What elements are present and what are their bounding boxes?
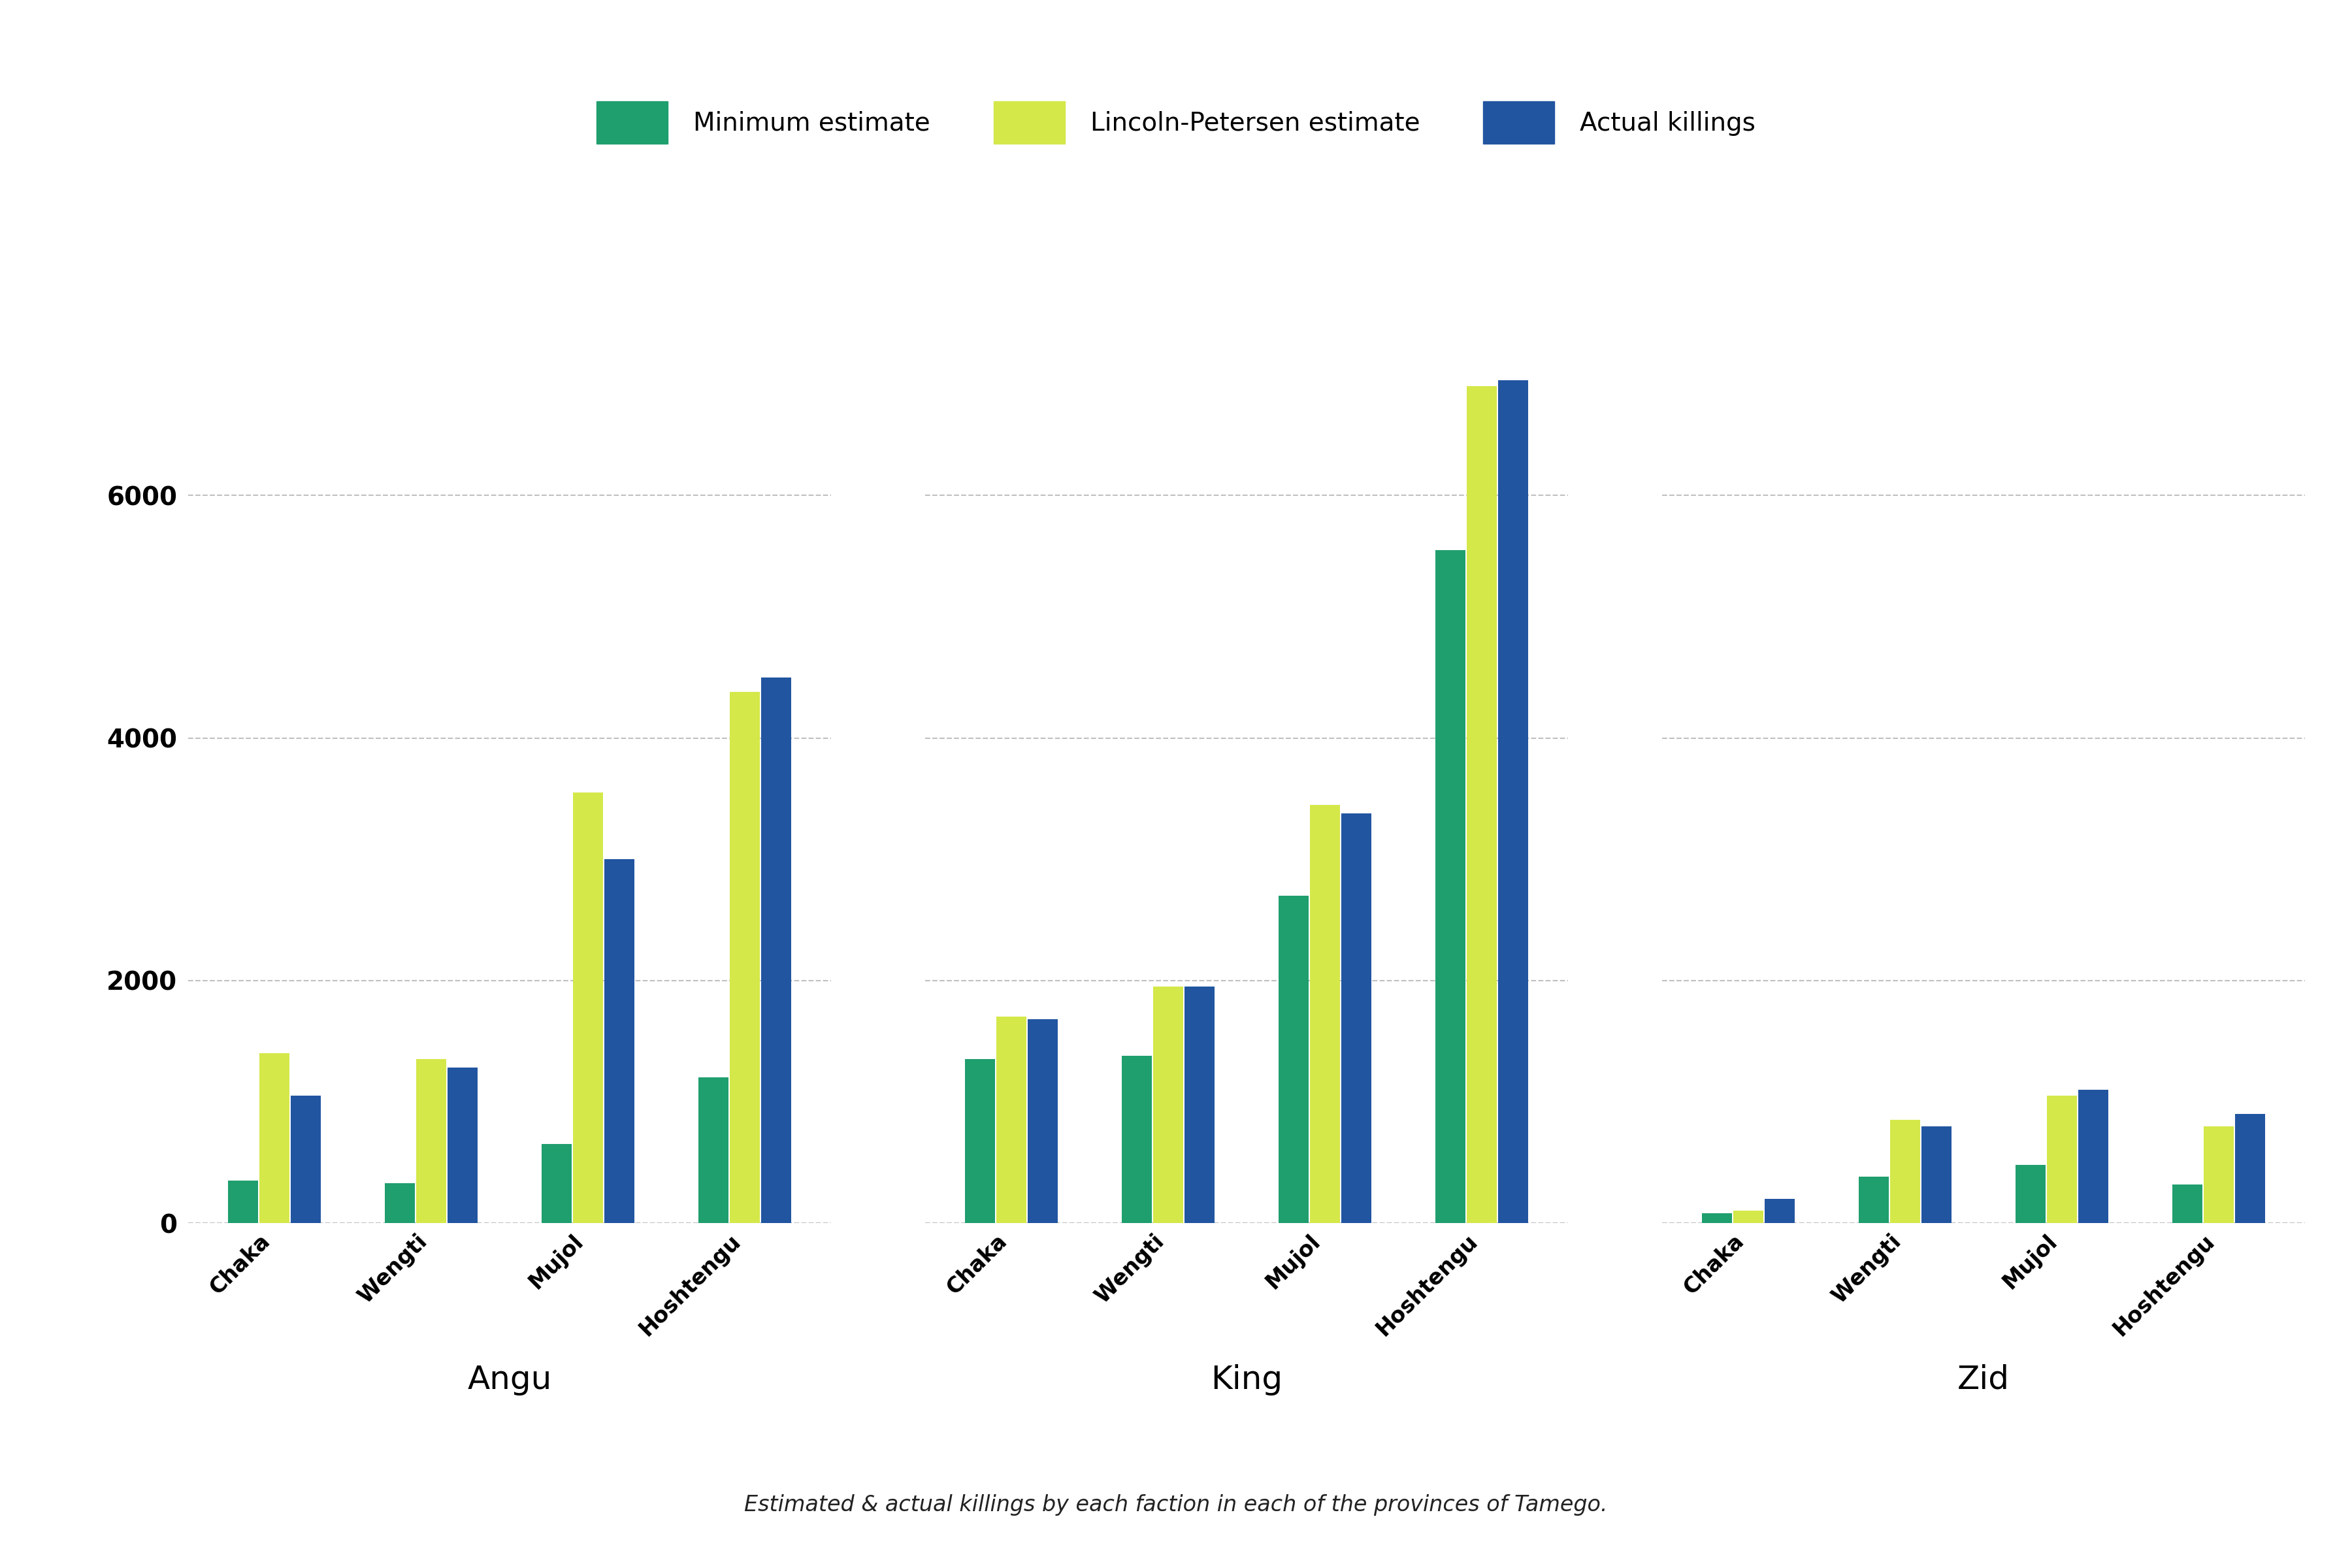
Bar (541, 1145, 572, 1223)
Bar (1498, 381, 1529, 1223)
Bar (1185, 986, 1214, 1223)
Text: Angu: Angu (468, 1364, 553, 1396)
Bar (386, 1182, 414, 1223)
Bar (1891, 1120, 1919, 1223)
Bar (2079, 1090, 2107, 1223)
Bar (259, 1054, 289, 1223)
Bar (416, 1060, 447, 1223)
Bar (729, 691, 760, 1223)
Bar (762, 677, 790, 1223)
Bar (1341, 814, 1371, 1223)
Bar (2016, 1165, 2046, 1223)
Bar (1152, 986, 1183, 1223)
Bar (574, 792, 602, 1223)
Text: Zid: Zid (1957, 1364, 2009, 1396)
Bar (2204, 1126, 2234, 1223)
Bar (292, 1096, 320, 1223)
Text: Estimated & actual killings by each faction in each of the provinces of Tamego.: Estimated & actual killings by each fact… (743, 1494, 1609, 1516)
Bar (1468, 386, 1496, 1223)
Bar (1703, 1214, 1731, 1223)
Bar (1310, 804, 1341, 1223)
Bar (604, 859, 635, 1223)
Bar (2046, 1096, 2077, 1223)
Bar (2173, 1184, 2201, 1223)
Bar (1028, 1019, 1058, 1223)
Legend: Minimum estimate, Lincoln-Petersen estimate, Actual killings: Minimum estimate, Lincoln-Petersen estim… (586, 91, 1766, 154)
Bar (699, 1077, 729, 1223)
Bar (1279, 895, 1308, 1223)
Text: King: King (1211, 1364, 1282, 1396)
Bar (997, 1018, 1025, 1223)
Bar (447, 1068, 477, 1223)
Bar (1922, 1126, 1952, 1223)
Bar (1122, 1055, 1152, 1223)
Bar (964, 1060, 995, 1223)
Bar (1764, 1200, 1795, 1223)
Bar (1858, 1178, 1889, 1223)
Bar (2234, 1113, 2265, 1223)
Bar (228, 1181, 259, 1223)
Bar (1435, 550, 1465, 1223)
Bar (1733, 1210, 1764, 1223)
